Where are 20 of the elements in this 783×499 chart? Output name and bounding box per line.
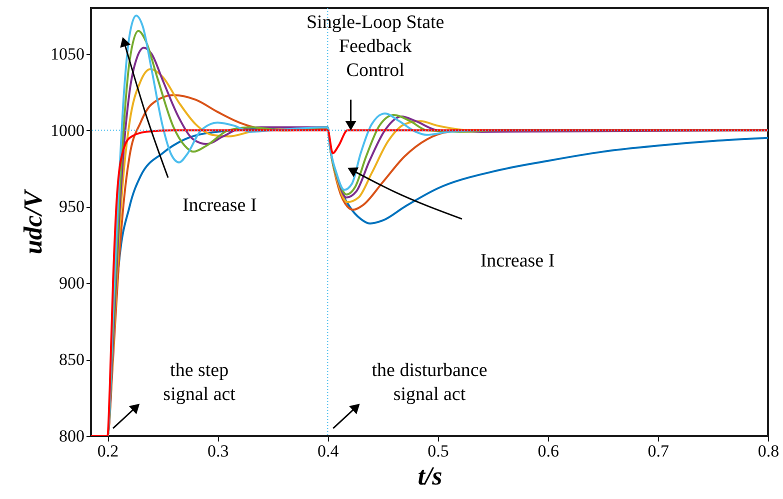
x-tick-label: 0.2	[97, 442, 119, 460]
x-tick-label: 0.6	[538, 442, 559, 460]
x-tick-label: 0.7	[648, 442, 670, 460]
annotation: the disturbance signal act	[372, 360, 488, 406]
x-tick-label: 0.4	[318, 442, 340, 460]
annotation: Increase I	[182, 194, 257, 216]
annotation: Increase I	[480, 250, 555, 272]
annotation: the step signal act	[163, 360, 236, 406]
x-tick-label: 0.8	[758, 442, 780, 460]
annotation: Single-Loop State Feedback Control	[306, 12, 444, 82]
y-tick-label: 800	[59, 426, 84, 446]
x-tick-label: 0.5	[428, 442, 449, 460]
y-tick-label: 850	[59, 350, 84, 370]
y-axis-title: udc/V	[18, 188, 48, 254]
y-tick-label: 1050	[50, 44, 84, 64]
y-tick-label: 1000	[50, 120, 84, 140]
y-tick-label: 900	[59, 274, 84, 293]
x-axis-title: t/s	[418, 462, 442, 490]
x-tick-label: 0.3	[207, 442, 229, 460]
y-tick-label: 950	[59, 197, 84, 216]
